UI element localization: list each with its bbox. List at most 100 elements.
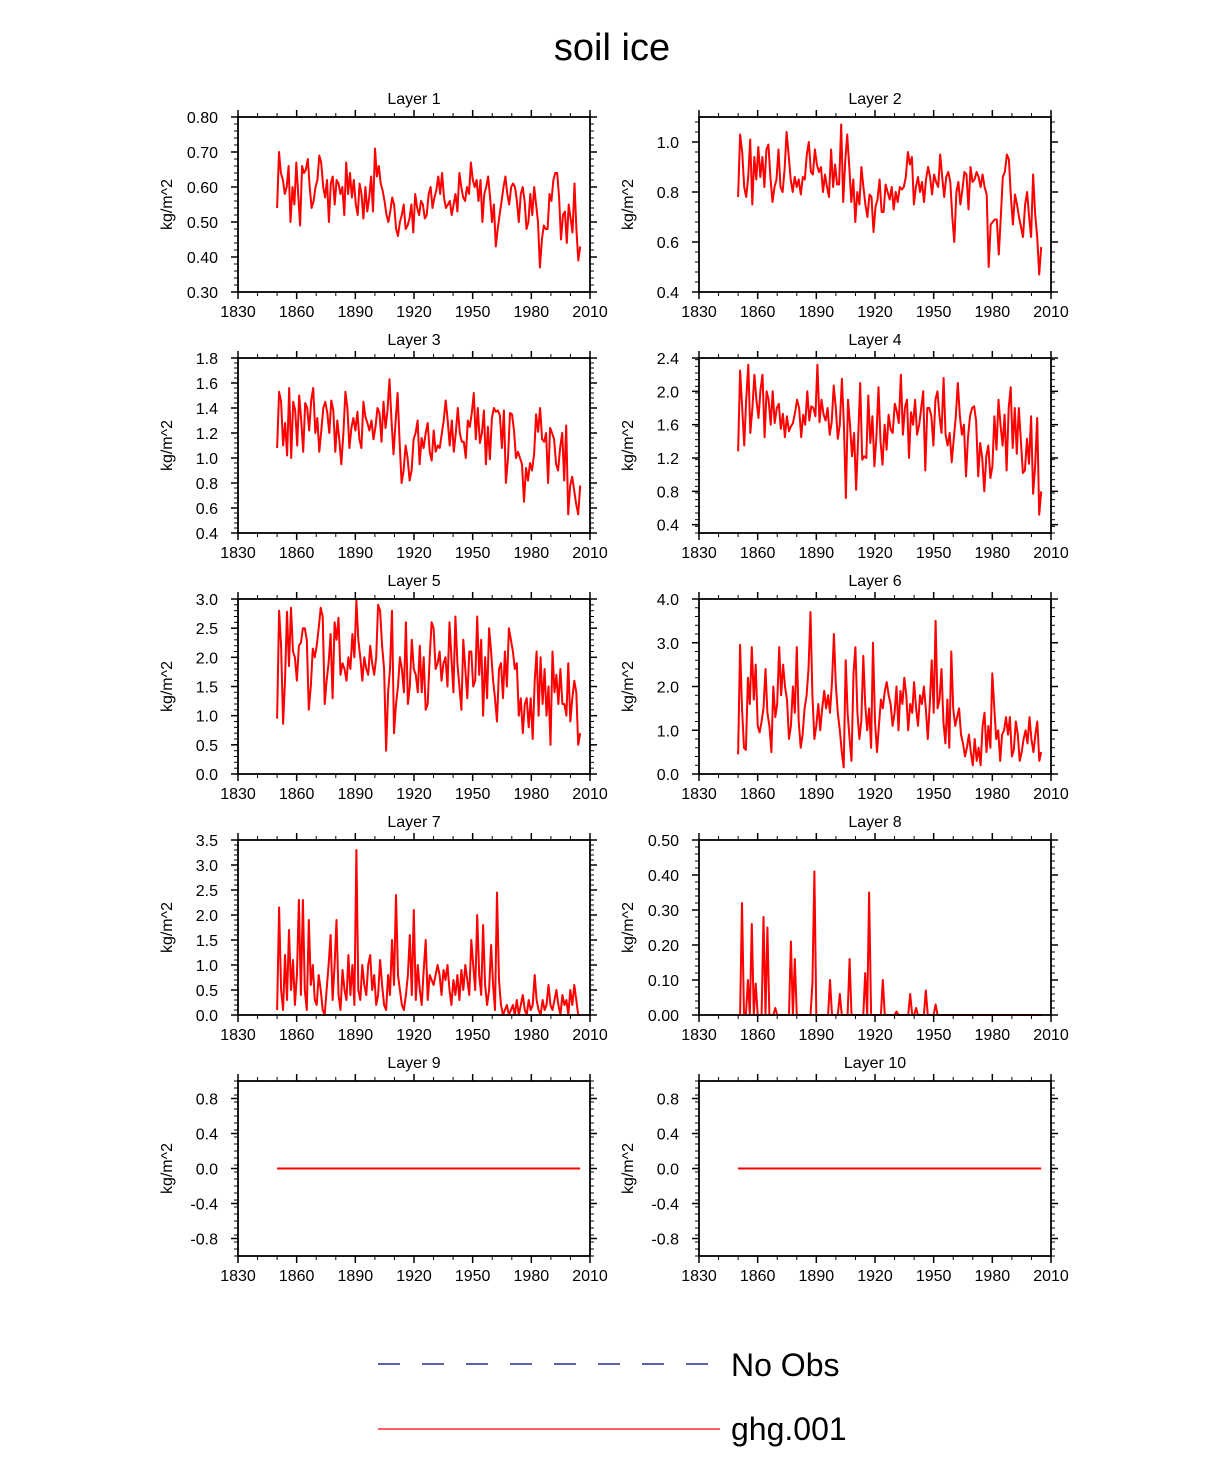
x-tick-label: 1860 [740,304,776,321]
y-tick-label: 0.0 [196,767,218,784]
panel-8: Layer 8 kg/m^2 1830 1860 1890 1920 1950 1980 201… [620,814,1069,1044]
panel-title: Layer 9 [387,1055,440,1072]
x-tick-label: 1920 [857,1027,893,1044]
panel-title: Layer 10 [844,1055,906,1072]
x-tick-label: 2010 [572,1268,608,1285]
x-tick-label: 2010 [1033,786,1069,803]
y-tick-label: 1.5 [196,933,218,950]
y-tick-label: -0.8 [651,1232,679,1249]
y-tick-label: -0.4 [651,1197,679,1214]
figure-title: soil ice [554,27,670,69]
x-tick-label: 1950 [916,304,952,321]
legend: No Obs ghg.001 [378,1347,847,1447]
plot-frame [698,839,1052,1016]
x-tick-label: 1860 [740,545,776,562]
x-tick-label: 1830 [681,1268,717,1285]
x-tick-label: 1890 [799,1027,835,1044]
x-tick-label: 1830 [681,1027,717,1044]
x-tick-label: 1830 [220,545,256,562]
x-tick-label: 2010 [1033,304,1069,321]
y-axis-label: kg/m^2 [159,1143,176,1194]
panel-title: Layer 3 [387,332,440,349]
x-tick-label: 1980 [975,304,1011,321]
y-tick-label: 0.6 [196,501,218,518]
y-tick-label: 0.5 [196,983,218,1000]
panel-title: Layer 2 [848,91,901,108]
y-tick-label: 0.8 [657,1092,679,1109]
panel-title: Layer 5 [387,573,440,590]
plot-frame [698,116,1052,293]
x-tick-label: 1950 [916,1268,952,1285]
y-tick-label: 1.2 [196,426,218,443]
x-tick-label: 2010 [572,545,608,562]
y-tick-label: 1.0 [196,451,218,468]
x-tick-label: 1860 [740,1268,776,1285]
plot-frame [237,839,591,1016]
y-tick-label: 0.40 [187,250,218,267]
y-axis-label: kg/m^2 [620,661,637,712]
x-tick-label: 1980 [514,545,550,562]
y-tick-label: 0.80 [187,110,218,127]
x-tick-label: 1890 [338,786,374,803]
y-tick-label: 1.8 [196,351,218,368]
x-tick-label: 1920 [396,1268,432,1285]
y-tick-label: 0.30 [648,903,679,920]
y-tick-label: 1.0 [657,723,679,740]
x-tick-label: 1890 [338,304,374,321]
plot-frame [698,1080,1052,1257]
y-tick-label: 3.0 [657,636,679,653]
y-tick-label: 2.4 [657,351,679,368]
x-tick-label: 1890 [799,545,835,562]
plot-frame [237,1080,591,1257]
panel-6: Layer 6 kg/m^2 1830 1860 1890 1920 1950 1980 201… [620,573,1069,803]
x-tick-label: 2010 [572,304,608,321]
x-tick-label: 1830 [681,545,717,562]
x-tick-label: 1920 [857,1268,893,1285]
x-tick-label: 1980 [514,304,550,321]
x-tick-label: 1920 [396,1027,432,1044]
panel-2: Layer 2 kg/m^2 1830 1860 1890 1920 1950 1980 201… [620,91,1069,321]
x-tick-label: 2010 [1033,545,1069,562]
y-tick-label: 0.0 [196,1008,218,1025]
x-tick-label: 1920 [857,786,893,803]
plot-frame [698,598,1052,775]
x-tick-label: 1950 [916,545,952,562]
x-tick-label: 1890 [799,304,835,321]
x-tick-label: 1950 [455,545,491,562]
y-tick-label: 1.6 [657,418,679,435]
plot-frame [237,357,591,534]
x-tick-label: 1830 [220,1027,256,1044]
y-tick-label: -0.8 [190,1232,218,1249]
y-tick-label: 0.6 [657,235,679,252]
series-line-ghg.001 [276,849,581,1016]
x-tick-label: 1950 [455,1027,491,1044]
series-line-ghg.001 [276,378,582,516]
panel-3: Layer 3 kg/m^2 1830 1860 1890 1920 1950 1980 201… [159,332,608,562]
x-tick-label: 1860 [740,1027,776,1044]
panel-10: Layer 10 kg/m^2 1830 1860 1890 1920 1950 1980 20… [620,1055,1069,1285]
x-tick-label: 2010 [572,1027,608,1044]
y-tick-label: 0.4 [196,1127,218,1144]
x-tick-label: 1920 [857,304,893,321]
panel-title: Layer 8 [848,814,901,831]
y-tick-label: 1.0 [196,709,218,726]
y-tick-label: 3.0 [196,858,218,875]
x-tick-label: 1980 [514,1027,550,1044]
plot-frame [698,357,1052,534]
y-axis-label: kg/m^2 [159,902,176,953]
y-tick-label: 0.8 [657,484,679,501]
panel-title: Layer 7 [387,814,440,831]
y-tick-label: 1.2 [657,451,679,468]
y-tick-label: 1.5 [196,680,218,697]
panel-title: Layer 1 [387,91,440,108]
y-tick-label: 0.50 [187,215,218,232]
series-line-ghg.001 [737,363,1043,516]
y-tick-label: 0.4 [196,526,218,543]
plot-frame [237,116,591,293]
x-tick-label: 1980 [975,1027,1011,1044]
y-tick-label: 2.0 [657,680,679,697]
x-tick-label: 1950 [455,1268,491,1285]
series-line-ghg.001 [737,123,1043,276]
x-tick-label: 2010 [572,786,608,803]
x-tick-label: 1890 [799,786,835,803]
